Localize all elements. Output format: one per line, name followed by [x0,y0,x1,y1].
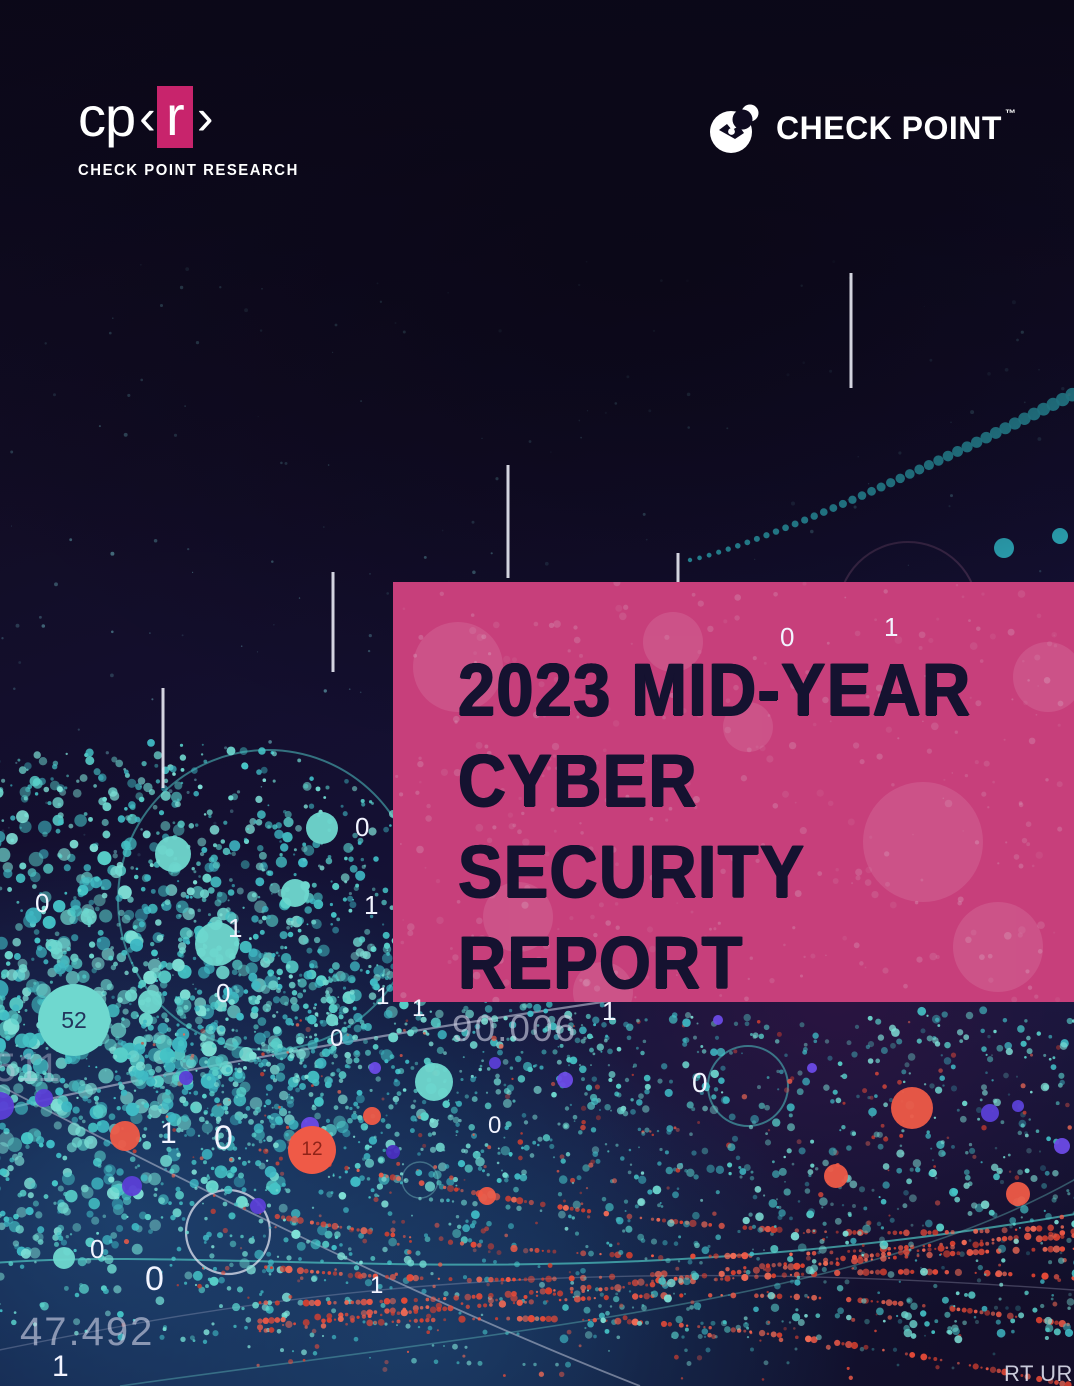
check-point-logo: CHECK POINT ™ [706,100,1016,156]
check-point-emblem-icon [710,104,759,153]
panel-ghost-shape [863,782,983,902]
cpr-logo: cp ‹ r › CHECK POINT RESEARCH [78,84,299,180]
panel-ghost-shape [953,902,1043,992]
check-point-wordmark-text: CHECK POINT [776,109,1002,146]
cpr-logo-mark: cp ‹ r › [78,84,278,150]
check-point-wordmark: CHECK POINT ™ [776,108,1016,147]
cpr-logo-left-angle-icon: ‹ [139,89,156,145]
panel-ghost-shape [723,702,773,752]
cpr-logo-tagline: CHECK POINT RESEARCH [78,162,299,179]
page-title: 2023 MID-YEAR CYBER SECURITY REPORT [458,648,972,1002]
title-panel: 2023 MID-YEAR CYBER SECURITY REPORT [393,582,1074,1002]
panel-ghost-shape [643,612,703,672]
cpr-logo-r-text: r [165,84,185,147]
data-bubble-12: 12 [288,1126,336,1174]
cpr-logo-cp-text: cp [78,85,136,148]
data-bubble-52: 52 [38,984,110,1056]
panel-ghost-shape [1013,642,1074,712]
cpr-logo-r-badge: r [156,84,193,148]
cpr-logo-right-angle-icon: › [196,89,214,145]
panel-ghost-shapes [393,582,1074,1002]
panel-ghost-shape [413,622,503,712]
trademark-icon: ™ [1004,107,1016,120]
